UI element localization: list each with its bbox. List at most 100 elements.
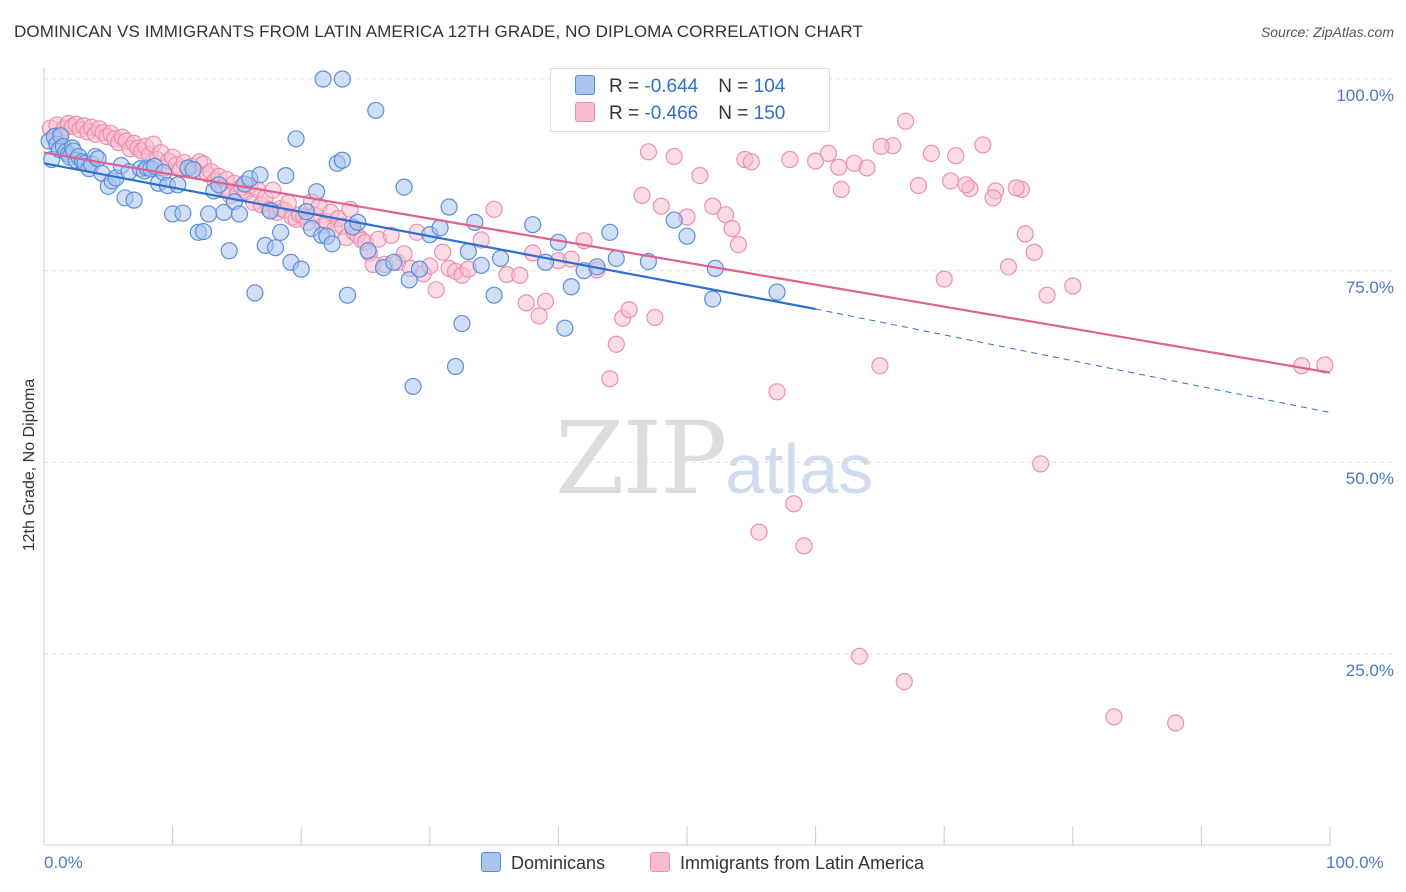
axes-layer	[43, 68, 1331, 846]
data-point	[230, 205, 249, 223]
data-point	[620, 301, 638, 319]
y-tick-label: 100.0%	[1336, 86, 1394, 105]
data-point	[781, 150, 799, 169]
trend-line-dominicans	[43, 162, 816, 311]
data-point	[716, 206, 735, 224]
data-point	[385, 253, 403, 271]
y-tick-label: 50.0%	[1345, 469, 1394, 489]
data-point	[750, 523, 768, 541]
data-point	[795, 537, 813, 555]
data-point	[491, 249, 510, 267]
data-point	[850, 647, 868, 665]
correlation-legend: R = -0.644 N = 104 R = -0.466 N = 150	[550, 68, 830, 132]
data-point	[530, 307, 548, 325]
data-point	[323, 235, 341, 253]
data-point	[806, 152, 825, 170]
data-point	[292, 260, 310, 278]
data-point	[333, 70, 351, 88]
data-point	[704, 197, 722, 215]
trend-line-immigrants	[43, 151, 1331, 374]
data-point	[125, 191, 143, 209]
data-point	[446, 357, 465, 376]
data-point	[1316, 356, 1334, 374]
bottom-legend-dominicans: Dominicans	[481, 852, 605, 874]
data-point	[704, 290, 722, 308]
data-point	[723, 219, 741, 238]
data-point	[1016, 225, 1034, 243]
data-point	[1105, 708, 1123, 726]
data-point	[1064, 277, 1082, 295]
chart-title: DOMINICAN VS IMMIGRANTS FROM LATIN AMERI…	[14, 22, 863, 41]
data-point	[832, 180, 850, 198]
legend-n-value: 104	[753, 76, 786, 97]
data-point	[646, 308, 664, 327]
data-point	[830, 158, 848, 176]
data-point	[485, 200, 503, 218]
legend-r-label: R =	[609, 103, 645, 124]
data-point	[89, 150, 107, 168]
data-point	[691, 167, 709, 185]
legend-row-immigrants: R = -0.466 N = 150	[575, 102, 785, 126]
data-point	[359, 242, 377, 260]
legend-n-label: N =	[718, 103, 754, 124]
data-point	[174, 204, 192, 222]
data-point	[410, 260, 429, 278]
data-point	[1007, 179, 1025, 197]
data-point	[909, 176, 928, 195]
data-point	[266, 239, 285, 257]
data-point	[678, 227, 696, 245]
data-point	[485, 286, 503, 304]
data-point	[871, 357, 889, 375]
grid-layer	[44, 78, 1394, 655]
data-point	[665, 147, 683, 166]
data-point	[742, 153, 760, 171]
y-axis-label: 12th Grade, No Diploma	[21, 378, 38, 552]
data-point	[768, 383, 786, 401]
data-point	[858, 159, 876, 177]
data-point	[511, 266, 529, 284]
data-point	[246, 284, 264, 302]
bottom-legend-swatch-pink	[650, 852, 670, 872]
data-point	[200, 205, 218, 223]
data-point	[210, 176, 228, 194]
legend-r-value: -0.644	[644, 76, 699, 97]
data-point	[957, 176, 975, 194]
data-point	[556, 319, 574, 337]
legend-swatch-blue	[575, 75, 595, 95]
data-point	[974, 136, 992, 154]
data-point	[1167, 714, 1185, 732]
data-point	[524, 216, 542, 234]
trend-line-dominicans-extension	[815, 308, 1331, 413]
data-point	[639, 143, 658, 161]
data-point	[400, 271, 418, 289]
data-point	[922, 144, 940, 162]
data-point	[440, 198, 458, 216]
data-point	[652, 197, 670, 215]
y-tick-label: 25.0%	[1345, 661, 1394, 680]
y-tick-label: 75.0%	[1345, 277, 1394, 297]
data-point	[999, 258, 1018, 276]
data-point	[536, 292, 555, 310]
data-point	[472, 231, 490, 249]
data-point	[404, 377, 422, 396]
data-point	[895, 672, 913, 691]
legend-row-dominicans: R = -0.644 N = 104	[575, 75, 785, 99]
data-point	[220, 242, 238, 260]
legend-swatch-pink	[575, 102, 595, 122]
data-point	[314, 70, 332, 88]
bottom-legend-swatch-blue	[481, 852, 501, 872]
bottom-legend-label-immigrants: Immigrants from Latin America	[680, 853, 925, 873]
data-point	[1032, 455, 1050, 473]
x-tick-label-max: 100.0%	[1326, 853, 1384, 872]
data-point	[453, 314, 471, 333]
data-point	[872, 137, 890, 156]
data-point	[562, 278, 580, 296]
data-point	[1038, 286, 1056, 304]
data-point	[947, 147, 965, 165]
data-point	[785, 495, 803, 513]
legend-r-value: -0.466	[644, 103, 699, 124]
legend-r-label: R =	[609, 76, 645, 97]
data-point	[472, 256, 490, 274]
bottom-legend-label-dominicans: Dominicans	[511, 853, 606, 873]
